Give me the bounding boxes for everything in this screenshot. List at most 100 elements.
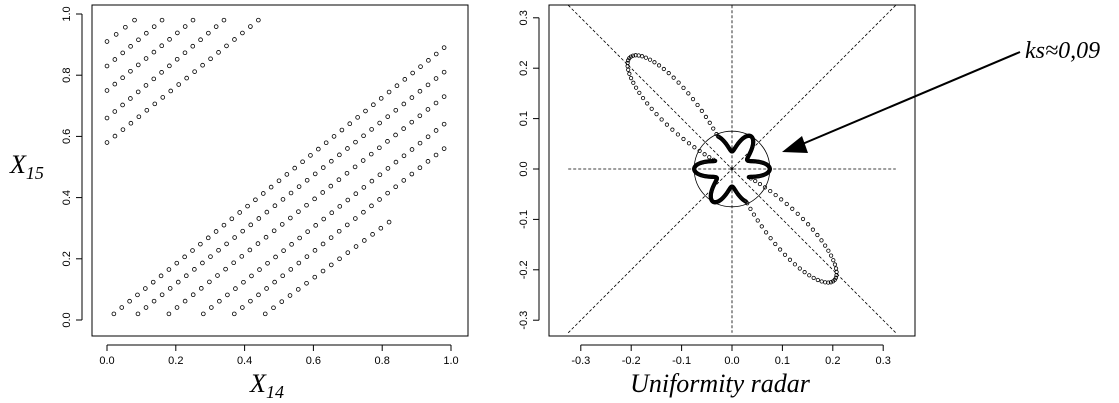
radar-point — [751, 212, 757, 217]
diagonal-guide-line — [567, 4, 897, 334]
left-y-tick-label: 0.6 — [61, 129, 73, 144]
radar-point — [661, 66, 666, 72]
scatter-point — [159, 43, 165, 49]
ks-annotation: ks≈0,09 — [1025, 38, 1100, 64]
scatter-point — [385, 114, 391, 119]
scatter-point — [240, 30, 245, 36]
radar-point — [707, 155, 712, 160]
scatter-point — [111, 311, 117, 317]
scatter-point — [205, 235, 211, 241]
annotation-arrow-head — [782, 136, 808, 153]
radar-point — [759, 224, 764, 229]
right-y-tick-label: -0.1 — [518, 210, 530, 229]
radar-point — [631, 80, 636, 85]
annotation-arrow — [782, 51, 1021, 153]
scatter-point — [262, 311, 268, 317]
radar-point — [627, 56, 632, 61]
scatter-point — [128, 96, 133, 101]
scatter-point — [417, 113, 423, 119]
scatter-point — [369, 203, 374, 209]
right-radar-points — [625, 53, 839, 285]
scatter-point — [123, 24, 128, 30]
scatter-point — [213, 229, 219, 234]
radar-point — [633, 53, 638, 58]
scatter-point — [175, 30, 180, 36]
scatter-point — [104, 115, 110, 121]
scatter-point — [280, 197, 286, 202]
radar-point — [697, 148, 702, 154]
scatter-point — [336, 228, 342, 234]
scatter-point — [281, 248, 286, 253]
scatter-point — [280, 273, 286, 279]
scatter-point — [224, 43, 229, 49]
scatter-point — [308, 153, 313, 158]
radar-point — [797, 266, 802, 271]
scatter-point — [433, 51, 439, 57]
scatter-point — [441, 94, 447, 99]
scatter-point — [361, 185, 367, 190]
radar-point — [686, 141, 692, 146]
scatter-point — [159, 292, 165, 298]
radar-point — [831, 258, 836, 263]
scatter-point — [208, 56, 213, 62]
radar-point — [626, 58, 631, 63]
radar-point — [666, 71, 671, 76]
radar-point — [753, 178, 758, 184]
scatter-point — [198, 37, 203, 43]
scatter-point — [240, 228, 245, 234]
radar-point — [787, 257, 793, 262]
scatter-point — [174, 56, 180, 62]
scatter-point — [353, 139, 358, 145]
scatter-point — [263, 234, 269, 240]
radar-point — [670, 127, 675, 132]
left-y-tick-label: 0.8 — [61, 68, 73, 83]
scatter-point — [190, 292, 196, 298]
scatter-point — [393, 184, 398, 190]
scatter-point — [363, 108, 368, 114]
scatter-point — [370, 232, 375, 237]
radar-point — [819, 238, 824, 243]
scatter-point — [441, 69, 447, 75]
scatter-point — [377, 172, 383, 178]
right-axes: -0.3 -0.2 -0.1 0.0 0.1 0.2 0.3 -0.3 -0.2 -0.1 0.0 0… — [518, 10, 891, 367]
scatter-point — [132, 17, 137, 23]
right-y-tick-label: -0.2 — [518, 260, 530, 279]
scatter-point — [223, 266, 228, 272]
scatter-point — [143, 56, 149, 61]
radar-point — [779, 197, 784, 202]
scatter-point — [184, 273, 189, 279]
scatter-point — [190, 17, 196, 23]
left-x-tick-label: 1.0 — [443, 355, 458, 367]
scatter-point — [144, 30, 149, 36]
scatter-point — [120, 50, 126, 56]
scatter-point — [339, 127, 345, 133]
radar-point — [702, 152, 707, 157]
scatter-point — [104, 88, 110, 93]
right-y-tick-label: 0.3 — [518, 10, 530, 25]
scatter-point — [288, 215, 293, 221]
scatter-point — [312, 171, 318, 177]
scatter-point — [271, 305, 276, 311]
radar-point — [647, 57, 653, 62]
scatter-point — [328, 262, 334, 268]
scatter-point — [268, 184, 274, 190]
scatter-point — [208, 254, 213, 259]
scatter-point — [104, 140, 110, 145]
scatter-point — [344, 171, 350, 176]
radar-point — [782, 252, 788, 257]
right-guide-lines: * — [567, 4, 897, 334]
scatter-point — [287, 293, 293, 298]
right-plot-frame — [548, 4, 916, 337]
scatter-point — [323, 140, 329, 146]
radar-point — [675, 132, 681, 137]
scatter-point — [151, 24, 157, 29]
radar-point — [823, 243, 828, 248]
scatter-point — [143, 286, 148, 291]
scatter-point — [312, 196, 317, 202]
scatter-point — [409, 171, 415, 177]
right-x-tick-label: -0.1 — [672, 355, 691, 367]
radar-point — [802, 270, 807, 275]
scatter-point — [279, 222, 285, 227]
scatter-point — [377, 197, 382, 202]
